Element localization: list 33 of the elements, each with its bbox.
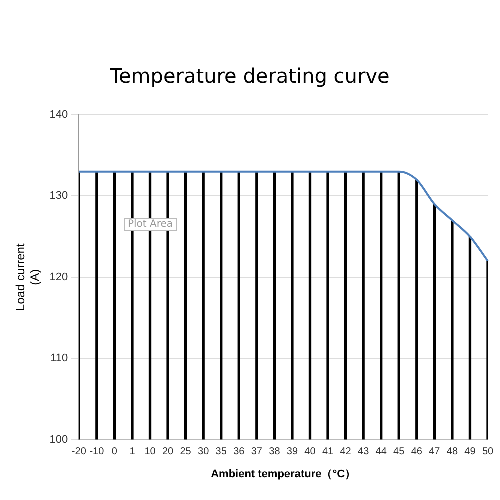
x-tick-label: 37 bbox=[251, 446, 263, 458]
x-tick-label: 47 bbox=[429, 446, 441, 458]
y-axis-title: Load current (A) bbox=[14, 243, 42, 312]
x-tick-label: 50 bbox=[482, 446, 494, 458]
x-tick-label: 38 bbox=[269, 446, 281, 458]
x-tick-label: 35 bbox=[216, 446, 228, 458]
x-tick-label: 25 bbox=[180, 446, 192, 458]
x-tick-label: 46 bbox=[411, 446, 423, 458]
x-tick-label: 45 bbox=[394, 446, 406, 458]
x-tick-label: 48 bbox=[446, 446, 458, 458]
x-tick-label: -20 bbox=[72, 446, 87, 458]
x-tick-label: 39 bbox=[286, 446, 298, 458]
y-tick-label: 100 bbox=[50, 434, 68, 446]
y-tick-label: 140 bbox=[50, 109, 68, 122]
y-tick-label: 120 bbox=[50, 271, 68, 284]
annotation: Plot Area bbox=[124, 218, 178, 231]
y-tick-label: 130 bbox=[50, 190, 68, 202]
x-tick-label: 49 bbox=[464, 446, 476, 458]
x-tick-label: 42 bbox=[340, 446, 352, 458]
x-axis-title: Ambient temperature（°C） bbox=[211, 468, 356, 480]
x-tick-label: 36 bbox=[234, 446, 246, 458]
chart-title: Temperature derating curve bbox=[109, 64, 391, 88]
x-tick-label: 20 bbox=[162, 446, 174, 458]
x-tick-label: 10 bbox=[144, 446, 156, 458]
x-tick-label: -10 bbox=[90, 446, 105, 458]
x-tick-label: 40 bbox=[304, 446, 316, 458]
x-tick-label: 44 bbox=[376, 446, 388, 458]
x-tick-label: 1 bbox=[130, 446, 136, 458]
x-tick-label: 30 bbox=[198, 446, 210, 458]
y-tick-label: 110 bbox=[50, 352, 68, 365]
x-tick-label: 43 bbox=[358, 446, 370, 458]
x-tick-label: 41 bbox=[322, 446, 334, 458]
x-tick-label: 0 bbox=[112, 446, 118, 458]
